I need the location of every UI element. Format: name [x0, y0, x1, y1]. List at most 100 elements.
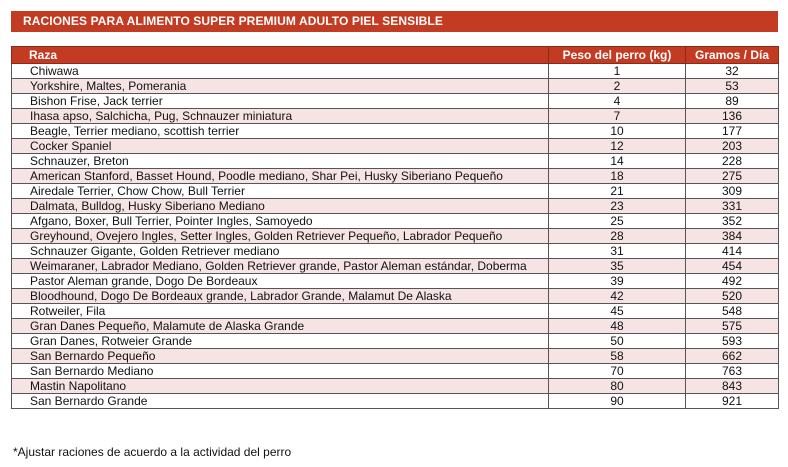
- cell-raza: Schnauzer Gigante, Golden Retriever medi…: [11, 243, 549, 259]
- cell-gramos: 414: [685, 243, 779, 259]
- cell-raza: Pastor Aleman grande, Dogo De Bordeaux: [11, 273, 549, 289]
- cell-gramos: 53: [685, 78, 779, 94]
- page-title: RACIONES PARA ALIMENTO SUPER PREMIUM ADU…: [11, 11, 778, 32]
- table-row: Beagle, Terrier mediano, scottish terrie…: [11, 123, 779, 139]
- cell-gramos: 520: [685, 288, 779, 304]
- cell-peso: 18: [548, 168, 686, 184]
- table-row: Schnauzer Gigante, Golden Retriever medi…: [11, 243, 779, 259]
- rations-table: Raza Peso del perro (kg) Gramos / Día Ch…: [11, 46, 779, 409]
- table-row: San Bernardo Pequeño 58 662: [11, 348, 779, 364]
- table-row: San Bernardo Mediano 70 763: [11, 363, 779, 379]
- cell-gramos: 593: [685, 333, 779, 349]
- cell-gramos: 89: [685, 93, 779, 109]
- table-row: Pastor Aleman grande, Dogo De Bordeaux 39…: [11, 273, 779, 289]
- cell-peso: 14: [548, 153, 686, 169]
- cell-raza: Greyhound, Ovejero Ingles, Setter Ingles…: [11, 228, 549, 244]
- table-body: Chiwawa 1 32 Yorkshire, Maltes, Pomerania 2 5…: [11, 63, 779, 409]
- table-row: Weimaraner, Labrador Mediano, Golden Ret…: [11, 258, 779, 274]
- cell-raza: Bloodhound, Dogo De Bordeaux grande, Lab…: [11, 288, 549, 304]
- footnote: *Ajustar raciones de acuerdo a la activi…: [13, 445, 292, 459]
- cell-peso: 45: [548, 303, 686, 319]
- cell-peso: 2: [548, 78, 686, 94]
- cell-raza: Mastin Napolitano: [11, 378, 549, 394]
- cell-raza: Rotweiler, Fila: [11, 303, 549, 319]
- cell-raza: Airedale Terrier, Chow Chow, Bull Terrie…: [11, 183, 549, 199]
- cell-gramos: 548: [685, 303, 779, 319]
- cell-raza: Ihasa apso, Salchicha, Pug, Schnauzer mi…: [11, 108, 549, 124]
- cell-peso: 39: [548, 273, 686, 289]
- cell-gramos: 921: [685, 393, 779, 409]
- cell-raza: Yorkshire, Maltes, Pomerania: [11, 78, 549, 94]
- table-row: Bishon Frise, Jack terrier 4 89: [11, 93, 779, 109]
- table-row: Ihasa apso, Salchicha, Pug, Schnauzer mi…: [11, 108, 779, 124]
- cell-gramos: 203: [685, 138, 779, 154]
- cell-raza: San Bernardo Grande: [11, 393, 549, 409]
- cell-peso: 10: [548, 123, 686, 139]
- cell-peso: 23: [548, 198, 686, 214]
- cell-peso: 90: [548, 393, 686, 409]
- cell-gramos: 352: [685, 213, 779, 229]
- cell-gramos: 575: [685, 318, 779, 334]
- table-row: Airedale Terrier, Chow Chow, Bull Terrie…: [11, 183, 779, 199]
- cell-gramos: 228: [685, 153, 779, 169]
- header-peso: Peso del perro (kg): [548, 46, 686, 64]
- cell-raza: Schnauzer, Breton: [11, 153, 549, 169]
- table-row: Afgano, Boxer, Bull Terrier, Pointer Ing…: [11, 213, 779, 229]
- cell-raza: San Bernardo Pequeño: [11, 348, 549, 364]
- cell-peso: 1: [548, 63, 686, 79]
- cell-raza: Afgano, Boxer, Bull Terrier, Pointer Ing…: [11, 213, 549, 229]
- cell-gramos: 384: [685, 228, 779, 244]
- cell-gramos: 492: [685, 273, 779, 289]
- table-row: Gran Danes Pequeño, Malamute de Alaska G…: [11, 318, 779, 334]
- table-row: American Stanford, Basset Hound, Poodle …: [11, 168, 779, 184]
- cell-raza: Gran Danes, Rotweier Grande: [11, 333, 549, 349]
- cell-peso: 35: [548, 258, 686, 274]
- cell-raza: Chiwawa: [11, 63, 549, 79]
- table-row: Yorkshire, Maltes, Pomerania 2 53: [11, 78, 779, 94]
- cell-peso: 70: [548, 363, 686, 379]
- cell-gramos: 763: [685, 363, 779, 379]
- table-row: Chiwawa 1 32: [11, 63, 779, 79]
- cell-raza: American Stanford, Basset Hound, Poodle …: [11, 168, 549, 184]
- cell-peso: 12: [548, 138, 686, 154]
- cell-peso: 80: [548, 378, 686, 394]
- cell-raza: Dalmata, Bulldog, Husky Siberiano Median…: [11, 198, 549, 214]
- table-row: Mastin Napolitano 80 843: [11, 378, 779, 394]
- table-row: Gran Danes, Rotweier Grande 50 593: [11, 333, 779, 349]
- cell-peso: 31: [548, 243, 686, 259]
- table-header-row: Raza Peso del perro (kg) Gramos / Día: [11, 46, 779, 64]
- cell-gramos: 843: [685, 378, 779, 394]
- cell-raza: Bishon Frise, Jack terrier: [11, 93, 549, 109]
- cell-peso: 50: [548, 333, 686, 349]
- cell-gramos: 454: [685, 258, 779, 274]
- cell-peso: 25: [548, 213, 686, 229]
- cell-raza: San Bernardo Mediano: [11, 363, 549, 379]
- cell-raza: Gran Danes Pequeño, Malamute de Alaska G…: [11, 318, 549, 334]
- table-row: Rotweiler, Fila 45 548: [11, 303, 779, 319]
- table-row: Dalmata, Bulldog, Husky Siberiano Median…: [11, 198, 779, 214]
- cell-peso: 42: [548, 288, 686, 304]
- cell-gramos: 32: [685, 63, 779, 79]
- table-row: Cocker Spaniel 12 203: [11, 138, 779, 154]
- cell-gramos: 136: [685, 108, 779, 124]
- cell-gramos: 275: [685, 168, 779, 184]
- cell-peso: 58: [548, 348, 686, 364]
- cell-gramos: 309: [685, 183, 779, 199]
- header-raza: Raza: [11, 46, 549, 64]
- cell-peso: 7: [548, 108, 686, 124]
- table-row: Greyhound, Ovejero Ingles, Setter Ingles…: [11, 228, 779, 244]
- cell-raza: Beagle, Terrier mediano, scottish terrie…: [11, 123, 549, 139]
- cell-gramos: 331: [685, 198, 779, 214]
- cell-gramos: 662: [685, 348, 779, 364]
- cell-peso: 21: [548, 183, 686, 199]
- table-row: San Bernardo Grande 90 921: [11, 393, 779, 409]
- header-gramos: Gramos / Día: [685, 46, 779, 64]
- table-row: Bloodhound, Dogo De Bordeaux grande, Lab…: [11, 288, 779, 304]
- cell-raza: Cocker Spaniel: [11, 138, 549, 154]
- cell-peso: 4: [548, 93, 686, 109]
- cell-raza: Weimaraner, Labrador Mediano, Golden Ret…: [11, 258, 549, 274]
- cell-peso: 48: [548, 318, 686, 334]
- table-row: Schnauzer, Breton 14 228: [11, 153, 779, 169]
- cell-peso: 28: [548, 228, 686, 244]
- cell-gramos: 177: [685, 123, 779, 139]
